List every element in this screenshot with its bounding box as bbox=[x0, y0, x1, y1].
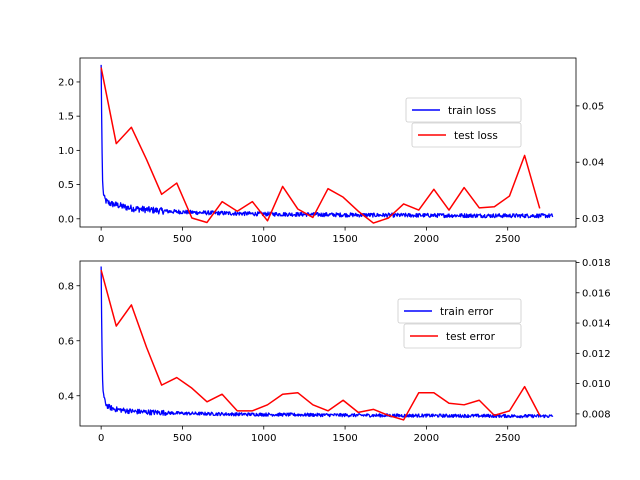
subplot-1: 0 500 1000 1500 2000 2500 0.0 0.5 1.0 1.5 2.0 0.03 0… bbox=[58, 57, 604, 245]
series-line-train-error bbox=[100, 266, 554, 419]
y-tick-label-left: 0.8 bbox=[58, 281, 74, 292]
x-tick-label: 2000 bbox=[414, 234, 439, 245]
legend-box bbox=[411, 122, 522, 148]
y-tick-label-left: 0.4 bbox=[58, 391, 74, 402]
legend-test-loss: test loss bbox=[411, 122, 522, 148]
y-tick-label-left: 0.0 bbox=[58, 214, 74, 225]
series-line-test-loss bbox=[100, 67, 541, 224]
y-tick-label-left: 2.0 bbox=[58, 77, 74, 88]
series-line-test-error bbox=[100, 269, 541, 421]
x-tick-label: 0 bbox=[98, 433, 104, 444]
y-tick-label-left: 1.5 bbox=[58, 112, 74, 123]
legend-box bbox=[397, 298, 522, 324]
x-tick-label: 2500 bbox=[495, 234, 520, 245]
legend-train-error: train error bbox=[397, 298, 522, 324]
axes-frame bbox=[79, 57, 577, 228]
y-tick-label-right: 0.010 bbox=[582, 379, 611, 390]
legend-label: train loss bbox=[448, 105, 496, 117]
y-tick-label-right: 0.05 bbox=[582, 101, 604, 112]
legend-label: test loss bbox=[454, 130, 498, 142]
axes-frame bbox=[79, 260, 577, 427]
legend-box bbox=[405, 97, 522, 123]
y-tick-label-right: 0.04 bbox=[582, 158, 604, 169]
x-tick-label: 500 bbox=[173, 234, 192, 245]
legend-label: train error bbox=[440, 306, 494, 318]
subplot-2: 0 500 1000 1500 2000 2500 0.4 0.6 0.8 0.008 0.010 0… bbox=[58, 258, 611, 444]
series-line-train-loss bbox=[100, 64, 554, 219]
legend-box bbox=[403, 323, 522, 349]
x-tick-label: 1000 bbox=[251, 433, 276, 444]
y-tick-label-right: 0.016 bbox=[582, 288, 611, 299]
y-tick-label-left: 0.6 bbox=[58, 336, 74, 347]
series-group bbox=[100, 266, 554, 421]
x-tick-label: 0 bbox=[98, 234, 104, 245]
y-tick-label-right: 0.014 bbox=[582, 319, 611, 330]
y-tick-label-right: 0.012 bbox=[582, 349, 611, 360]
series-group bbox=[100, 64, 554, 224]
legend-train-loss: train loss bbox=[405, 97, 522, 123]
y-tick-label-right: 0.03 bbox=[582, 214, 604, 225]
y-tick-label-left: 0.5 bbox=[58, 180, 74, 191]
x-tick-label: 2000 bbox=[414, 433, 439, 444]
legend-label: test error bbox=[446, 331, 496, 343]
x-tick-label: 1500 bbox=[332, 433, 357, 444]
y-tick-label-right: 0.008 bbox=[582, 409, 611, 420]
y-tick-label-left: 1.0 bbox=[58, 146, 74, 157]
x-tick-label: 500 bbox=[173, 433, 192, 444]
x-tick-label: 1000 bbox=[251, 234, 276, 245]
legend-test-error: test error bbox=[403, 323, 522, 349]
x-tick-label: 1500 bbox=[332, 234, 357, 245]
x-tick-label: 2500 bbox=[495, 433, 520, 444]
y-tick-label-right: 0.018 bbox=[582, 258, 611, 269]
